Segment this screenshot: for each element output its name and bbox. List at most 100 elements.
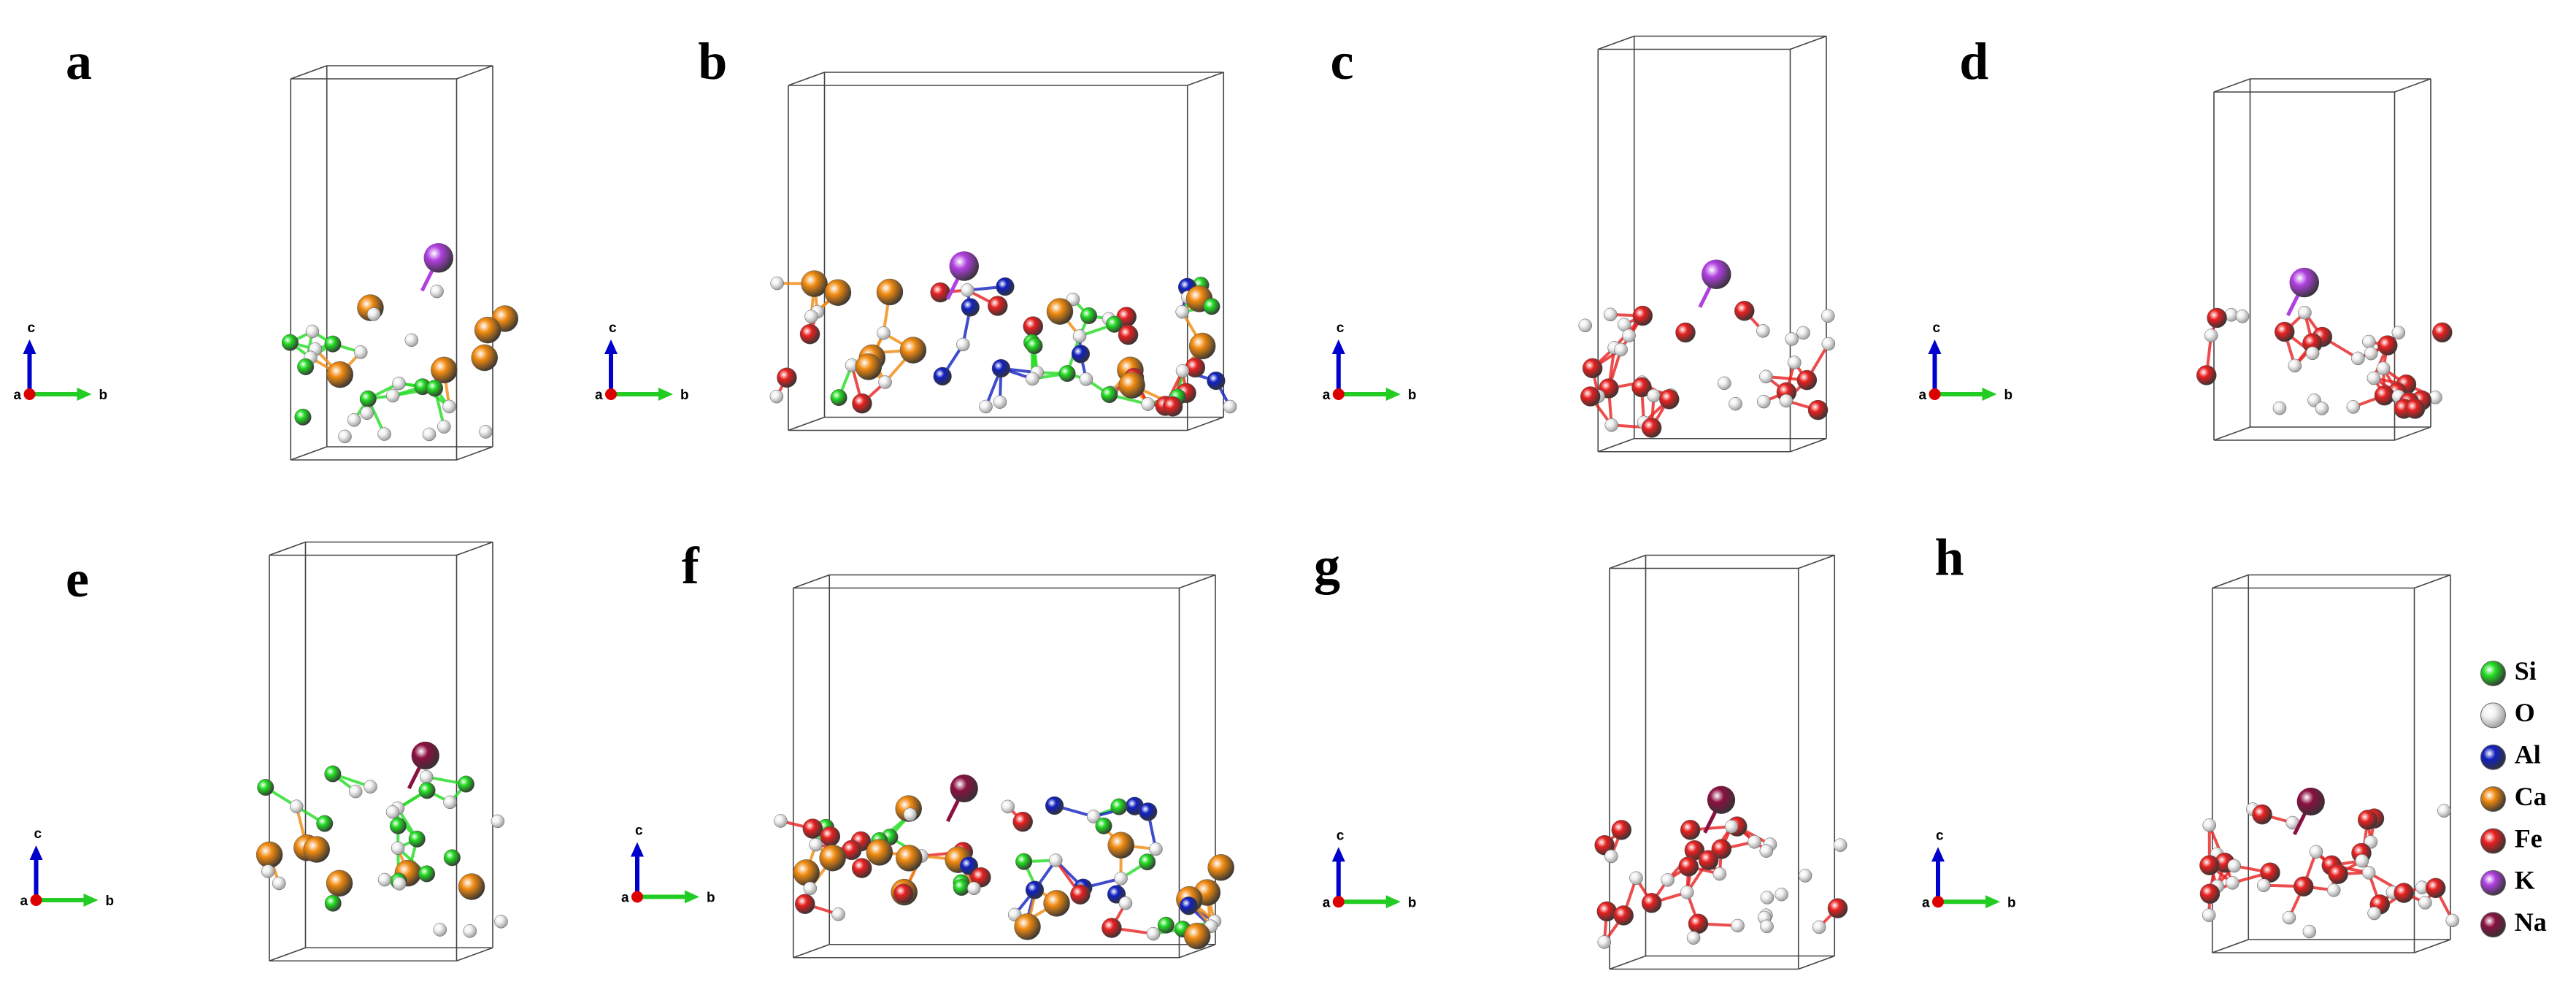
atom — [993, 395, 1007, 409]
atom — [1712, 867, 1727, 881]
legend-label: O — [2515, 698, 2535, 727]
atom — [491, 814, 505, 829]
structure-panel: d c a b — [1919, 32, 2453, 441]
cell-edge — [788, 416, 825, 431]
atom — [1820, 309, 1835, 323]
atom — [831, 907, 845, 921]
atom — [1026, 337, 1043, 355]
cell-edge — [2213, 426, 2250, 441]
axis-a — [23, 388, 36, 400]
axis-a — [1932, 896, 1944, 908]
atom — [1760, 919, 1774, 934]
cell-edge — [793, 943, 830, 959]
atom — [1604, 418, 1618, 432]
atom — [1611, 820, 1632, 840]
axis-label: c — [34, 826, 42, 842]
cell-edge — [1790, 437, 1827, 453]
atom — [1812, 920, 1826, 934]
atom — [294, 408, 312, 426]
cell-edge — [456, 947, 493, 962]
atom — [793, 859, 820, 886]
axis-label: b — [99, 388, 108, 403]
cell-edge — [793, 574, 830, 589]
cell-edge — [456, 446, 493, 461]
atom — [988, 296, 1008, 316]
atom — [1686, 931, 1701, 945]
structure-panel: f c a b — [621, 537, 1234, 959]
atom — [1718, 376, 1731, 391]
atom — [385, 804, 400, 819]
atom — [2252, 804, 2272, 825]
atom — [1675, 322, 1696, 343]
atom — [1711, 839, 1732, 859]
atom — [774, 814, 788, 828]
adsorbate-atom — [423, 243, 453, 273]
atom — [377, 872, 392, 887]
panel-label: e — [66, 550, 89, 608]
atom — [1827, 898, 1848, 918]
axis-label: a — [1323, 388, 1331, 403]
legend-label: Na — [2515, 907, 2547, 937]
atom — [2272, 401, 2287, 415]
axis-b-head — [685, 890, 699, 904]
atom — [809, 837, 823, 852]
atom — [338, 429, 352, 444]
atom — [418, 782, 436, 799]
adsorbate-atom — [411, 741, 439, 770]
cell-edge — [1179, 574, 1216, 589]
atom — [878, 375, 892, 389]
cell-edge — [2213, 78, 2250, 93]
atom — [966, 881, 981, 896]
cell-edge — [269, 541, 306, 556]
atom — [1629, 871, 1643, 886]
cell-edge — [290, 65, 328, 80]
atom — [930, 282, 950, 303]
atom — [1833, 838, 1848, 852]
atom — [961, 298, 980, 317]
atom — [1578, 318, 1592, 333]
atom — [2326, 883, 2341, 897]
atom — [255, 841, 283, 869]
atom — [1157, 916, 1174, 934]
axis-label: a — [1323, 895, 1331, 910]
cell-edge — [1798, 554, 1835, 569]
atom — [360, 406, 374, 420]
cell-edge — [2394, 426, 2431, 441]
atom — [430, 284, 444, 299]
legend-label: Ca — [2515, 782, 2547, 811]
atom — [876, 278, 904, 306]
axis-label: b — [707, 891, 715, 906]
atom — [1760, 891, 1775, 905]
axis-a — [30, 894, 42, 906]
atom — [1086, 810, 1101, 823]
atom — [1118, 372, 1145, 399]
legend-swatch — [2480, 661, 2506, 686]
legend-swatch — [2480, 869, 2506, 896]
atom — [1759, 369, 1773, 384]
panel-label: d — [1959, 32, 1988, 91]
cell-edge — [290, 446, 328, 461]
panel-label: b — [698, 32, 727, 91]
axis-c-head — [1331, 339, 1345, 354]
atom — [1622, 329, 1636, 342]
atom — [2196, 365, 2217, 385]
axis-c-head — [23, 339, 36, 354]
cell-edge — [1187, 416, 1224, 431]
atom — [1175, 304, 1189, 319]
axis-label: a — [621, 891, 629, 906]
cell-edge — [269, 947, 306, 962]
atom — [1759, 844, 1774, 858]
legend-label: K — [2515, 866, 2535, 895]
axis-label: c — [1337, 320, 1345, 336]
legend-swatch — [2480, 786, 2506, 813]
atom — [1079, 372, 1093, 386]
atom — [2361, 866, 2376, 880]
atom — [474, 316, 501, 344]
atom — [2294, 876, 2314, 897]
atom — [2358, 810, 2378, 830]
atom — [324, 765, 342, 783]
atom — [1661, 873, 1675, 887]
atom — [2235, 310, 2250, 323]
atom — [801, 270, 828, 297]
